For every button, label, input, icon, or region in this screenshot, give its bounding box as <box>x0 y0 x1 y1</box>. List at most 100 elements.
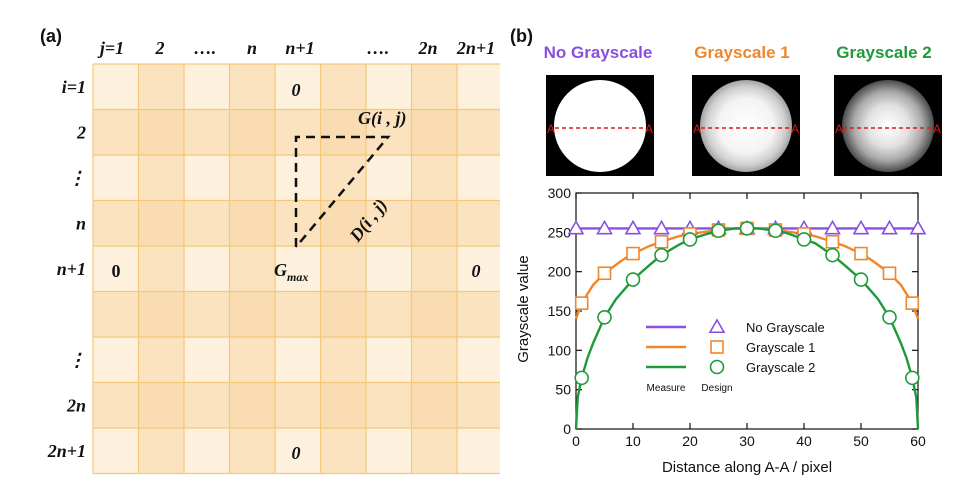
grid-cell <box>320 200 366 246</box>
grid-cell <box>93 291 139 337</box>
grid-cell <box>366 337 412 383</box>
grid-cell <box>366 382 412 428</box>
grid-cell <box>411 246 457 292</box>
y-tick-label: 0 <box>563 421 571 437</box>
y-axis-title: Grayscale value <box>515 255 532 363</box>
grid-cell <box>457 109 500 155</box>
row-header: i=1 <box>62 77 86 97</box>
g-max-main: G <box>274 260 287 280</box>
grid-cell <box>138 155 184 201</box>
data-point <box>711 223 726 239</box>
row-header: 2 <box>76 122 86 142</box>
panel-b-label: (b) <box>510 26 533 46</box>
data-point <box>739 221 755 236</box>
data-point <box>905 296 920 310</box>
grid-cell <box>275 428 321 474</box>
grid-cell <box>184 337 230 383</box>
thumbnails: No Grayscale A A Grayscale 1 A A Grayscale 2 A A <box>544 43 942 176</box>
x-axis-title: Distance along A-A / pixel <box>662 459 832 476</box>
row-headers: i=1 2 ⋮ n n+1 ⋮ 2n 2n+1 <box>47 77 86 461</box>
thumbnail-circle <box>700 80 792 172</box>
column-header: …. <box>194 38 217 58</box>
legend-label: Grayscale 1 <box>746 340 815 355</box>
grid-cell <box>229 337 275 383</box>
grid-cells <box>93 64 500 474</box>
section-marker-right: A <box>791 122 799 136</box>
grid-cell <box>184 200 230 246</box>
grid-cell <box>138 64 184 110</box>
g-max-sub: max <box>287 270 308 284</box>
cell-zero-right: 0 <box>472 261 481 281</box>
data-point <box>796 232 812 247</box>
grid-cell <box>229 109 275 155</box>
legend-label: No Grayscale <box>746 320 825 335</box>
g-max-label: Gmax <box>274 260 308 284</box>
thumbnail-title: No Grayscale <box>544 43 653 62</box>
panel-a-grid-diagram: (a) j=1 2…. n n+1…. 2n 2n+1 i=12⋮nn+1⋮2n2n+1 … <box>40 26 500 475</box>
section-marker-right: A <box>933 122 941 136</box>
data-point <box>567 219 585 235</box>
cell-zero-bottom: 0 <box>292 443 301 463</box>
data-point <box>625 272 641 287</box>
data-point <box>882 309 897 325</box>
data-point <box>653 219 670 235</box>
grid-cell <box>138 109 184 155</box>
data-point <box>682 232 698 247</box>
cell-zero-top: 0 <box>292 80 301 100</box>
grid-cell <box>229 200 275 246</box>
grid-cell <box>457 155 500 201</box>
grid-cell <box>93 382 139 428</box>
row-header: 2n <box>66 395 86 415</box>
grid-cell <box>275 64 321 110</box>
section-marker-left: A <box>835 122 843 136</box>
grid-cell <box>275 109 321 155</box>
grid-cell <box>320 428 366 474</box>
grid-cell <box>457 382 500 428</box>
data-point <box>574 370 590 386</box>
grid-cell <box>93 428 139 474</box>
row-header: ⋮ <box>68 350 86 370</box>
data-point <box>824 219 841 235</box>
grid-cell <box>275 200 321 246</box>
grid-cell <box>275 246 321 292</box>
x-tick-label: 0 <box>572 433 580 449</box>
grid-cell <box>138 428 184 474</box>
grid-cell <box>138 246 184 292</box>
grid-cell <box>138 382 184 428</box>
data-point <box>768 223 783 239</box>
grid-cell <box>366 109 412 155</box>
grid-cell <box>411 155 457 201</box>
thumbnail-title: Grayscale 2 <box>836 43 931 62</box>
grayscale-chart: 0 10 20 30 40 50 60 0 50 100 150 200 250 300 No Grays… <box>515 185 927 476</box>
data-point <box>574 296 589 310</box>
grid-cell <box>138 291 184 337</box>
x-tick-label: 50 <box>853 433 869 449</box>
legend-marker <box>709 359 725 375</box>
grid-cell <box>366 64 412 110</box>
panel-a-label: (a) <box>40 26 62 46</box>
y-tick-label: 250 <box>548 224 572 240</box>
grid-cell <box>229 246 275 292</box>
data-point <box>597 309 612 325</box>
grid-cell <box>93 64 139 110</box>
grid-cell <box>229 155 275 201</box>
section-marker-left: A <box>693 122 701 136</box>
data-point <box>825 234 840 249</box>
grid-cell <box>275 337 321 383</box>
grid-cell <box>366 155 412 201</box>
legend-label: Grayscale 2 <box>746 360 815 375</box>
grid-cell <box>320 291 366 337</box>
data-point <box>597 266 612 281</box>
grid-cell <box>184 246 230 292</box>
data-point <box>825 247 840 263</box>
grid-cell <box>184 64 230 110</box>
grid-cell <box>184 155 230 201</box>
grid-cell <box>320 109 366 155</box>
x-tick-label: 60 <box>910 433 926 449</box>
grid-cell <box>184 428 230 474</box>
legend-marker <box>710 340 724 354</box>
grid-cell <box>184 291 230 337</box>
grid-cell <box>411 291 457 337</box>
section-marker-right: A <box>645 122 653 136</box>
column-header: 2n+1 <box>456 38 495 58</box>
